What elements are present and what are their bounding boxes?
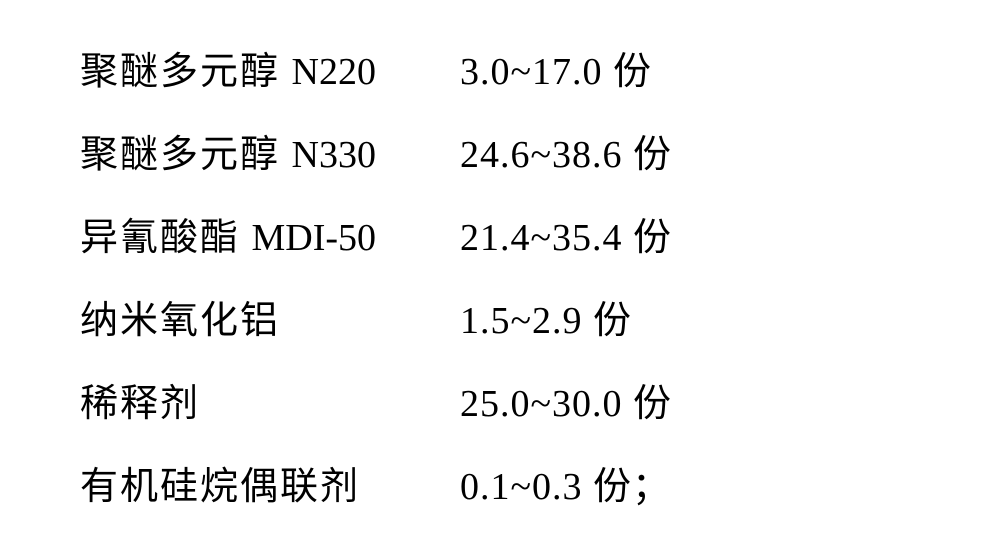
ingredient-row: 稀释剂 25.0~30.0 份 <box>80 372 920 427</box>
label-cjk: 纳米氧化铝 <box>80 300 280 342</box>
ingredient-value: 25.0~30.0 份 <box>460 372 672 427</box>
ingredient-value: 3.0~17.0 份 <box>460 40 652 95</box>
ingredient-label: 聚醚多元醇 N330 <box>80 123 460 178</box>
ingredient-row: 异氰酸酯 MDI-50 21.4~35.4 份 <box>80 206 920 261</box>
label-cjk: 聚醚多元醇 <box>80 51 292 93</box>
label-cjk: 聚醚多元醇 <box>80 134 292 176</box>
ingredient-label: 稀释剂 <box>80 372 460 427</box>
ingredient-row: 有机硅烷偶联剂 0.1~0.3 份； <box>80 455 920 510</box>
ingredient-value: 24.6~38.6 份 <box>460 123 672 178</box>
label-cjk: 异氰酸酯 <box>80 217 252 259</box>
label-latin: N330 <box>292 134 376 176</box>
label-cjk: 稀释剂 <box>80 383 200 425</box>
ingredient-label: 异氰酸酯 MDI-50 <box>80 206 460 261</box>
ingredient-label: 有机硅烷偶联剂 <box>80 455 460 510</box>
ingredient-value: 0.1~0.3 份； <box>460 455 671 510</box>
ingredient-label: 纳米氧化铝 <box>80 289 460 344</box>
ingredient-row: 聚醚多元醇 N220 3.0~17.0 份 <box>80 40 920 95</box>
ingredient-row: 聚醚多元醇 N330 24.6~38.6 份 <box>80 123 920 178</box>
label-latin: MDI-50 <box>252 217 377 259</box>
label-cjk: 有机硅烷偶联剂 <box>80 466 360 508</box>
ingredient-value: 21.4~35.4 份 <box>460 206 672 261</box>
ingredient-value: 1.5~2.9 份 <box>460 289 632 344</box>
ingredient-label: 聚醚多元醇 N220 <box>80 40 460 95</box>
label-latin: N220 <box>292 51 376 93</box>
ingredient-list: 聚醚多元醇 N220 3.0~17.0 份 聚醚多元醇 N330 24.6~38… <box>80 40 920 510</box>
ingredient-row: 纳米氧化铝 1.5~2.9 份 <box>80 289 920 344</box>
